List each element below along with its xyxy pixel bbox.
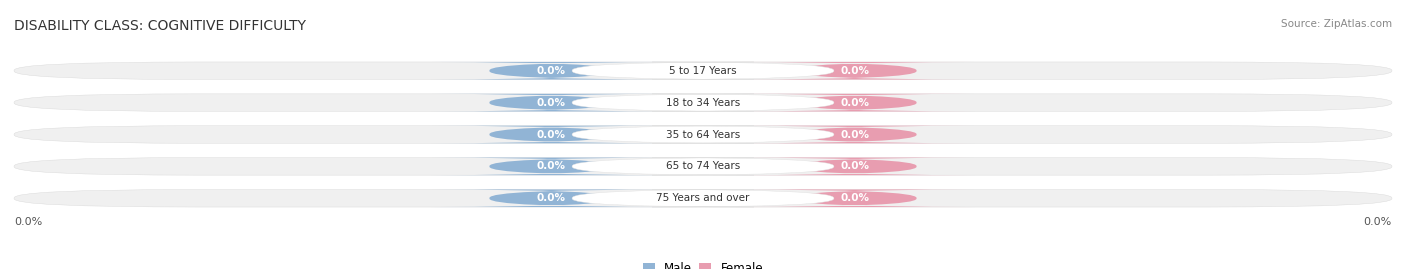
FancyBboxPatch shape [572,94,834,111]
FancyBboxPatch shape [572,126,834,143]
Text: 0.0%: 0.0% [14,217,42,227]
Text: 0.0%: 0.0% [1364,217,1392,227]
FancyBboxPatch shape [432,189,671,207]
FancyBboxPatch shape [14,94,1392,111]
FancyBboxPatch shape [735,189,974,207]
Text: 0.0%: 0.0% [537,193,567,203]
FancyBboxPatch shape [432,158,671,175]
Text: 0.0%: 0.0% [537,161,567,171]
Text: 0.0%: 0.0% [839,193,869,203]
Text: Source: ZipAtlas.com: Source: ZipAtlas.com [1281,19,1392,29]
Text: 0.0%: 0.0% [537,66,567,76]
Text: 0.0%: 0.0% [839,66,869,76]
FancyBboxPatch shape [432,62,671,80]
FancyBboxPatch shape [572,62,834,80]
Text: 0.0%: 0.0% [537,129,567,140]
FancyBboxPatch shape [735,94,974,111]
FancyBboxPatch shape [572,158,834,175]
FancyBboxPatch shape [432,126,671,143]
Text: 35 to 64 Years: 35 to 64 Years [666,129,740,140]
Text: 0.0%: 0.0% [839,161,869,171]
Text: 5 to 17 Years: 5 to 17 Years [669,66,737,76]
FancyBboxPatch shape [735,158,974,175]
Text: 75 Years and over: 75 Years and over [657,193,749,203]
Text: 18 to 34 Years: 18 to 34 Years [666,98,740,108]
Text: 0.0%: 0.0% [839,98,869,108]
FancyBboxPatch shape [735,126,974,143]
FancyBboxPatch shape [432,94,671,111]
Text: DISABILITY CLASS: COGNITIVE DIFFICULTY: DISABILITY CLASS: COGNITIVE DIFFICULTY [14,19,307,33]
FancyBboxPatch shape [14,158,1392,175]
Text: 0.0%: 0.0% [537,98,567,108]
FancyBboxPatch shape [14,62,1392,80]
FancyBboxPatch shape [572,189,834,207]
FancyBboxPatch shape [14,126,1392,143]
FancyBboxPatch shape [14,189,1392,207]
Text: 0.0%: 0.0% [839,129,869,140]
Legend: Male, Female: Male, Female [643,262,763,269]
Text: 65 to 74 Years: 65 to 74 Years [666,161,740,171]
FancyBboxPatch shape [735,62,974,80]
